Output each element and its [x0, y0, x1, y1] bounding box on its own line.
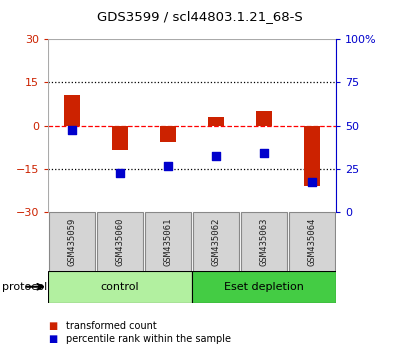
Point — [117, 171, 123, 176]
Text: percentile rank within the sample: percentile rank within the sample — [66, 334, 231, 344]
Point — [165, 163, 171, 169]
Point — [309, 179, 315, 185]
Text: ■: ■ — [48, 321, 57, 331]
Point — [69, 127, 75, 133]
Bar — [304, 126, 320, 187]
Bar — [112, 126, 128, 150]
Text: control: control — [101, 282, 139, 292]
Bar — [256, 111, 272, 126]
Bar — [160, 126, 176, 142]
Bar — [48, 39, 336, 212]
Bar — [48, 271, 192, 303]
Bar — [64, 95, 80, 126]
Text: GSM435060: GSM435060 — [116, 217, 124, 266]
Bar — [49, 212, 95, 271]
Text: GSM435059: GSM435059 — [68, 217, 76, 266]
Text: GSM435062: GSM435062 — [212, 217, 220, 266]
Text: GDS3599 / scl44803.1.21_68-S: GDS3599 / scl44803.1.21_68-S — [97, 10, 303, 23]
Bar — [289, 212, 335, 271]
Text: GSM435064: GSM435064 — [308, 217, 316, 266]
Bar — [97, 212, 143, 271]
Point — [213, 153, 219, 159]
Bar — [208, 117, 224, 126]
Text: transformed count: transformed count — [66, 321, 157, 331]
Text: GSM435061: GSM435061 — [164, 217, 172, 266]
Bar — [145, 212, 191, 271]
Text: GSM435063: GSM435063 — [260, 217, 268, 266]
Bar — [241, 212, 287, 271]
Text: Eset depletion: Eset depletion — [224, 282, 304, 292]
Bar — [193, 212, 239, 271]
Text: ■: ■ — [48, 334, 57, 344]
Point — [261, 150, 267, 156]
Bar — [192, 271, 336, 303]
Text: protocol: protocol — [2, 282, 47, 292]
